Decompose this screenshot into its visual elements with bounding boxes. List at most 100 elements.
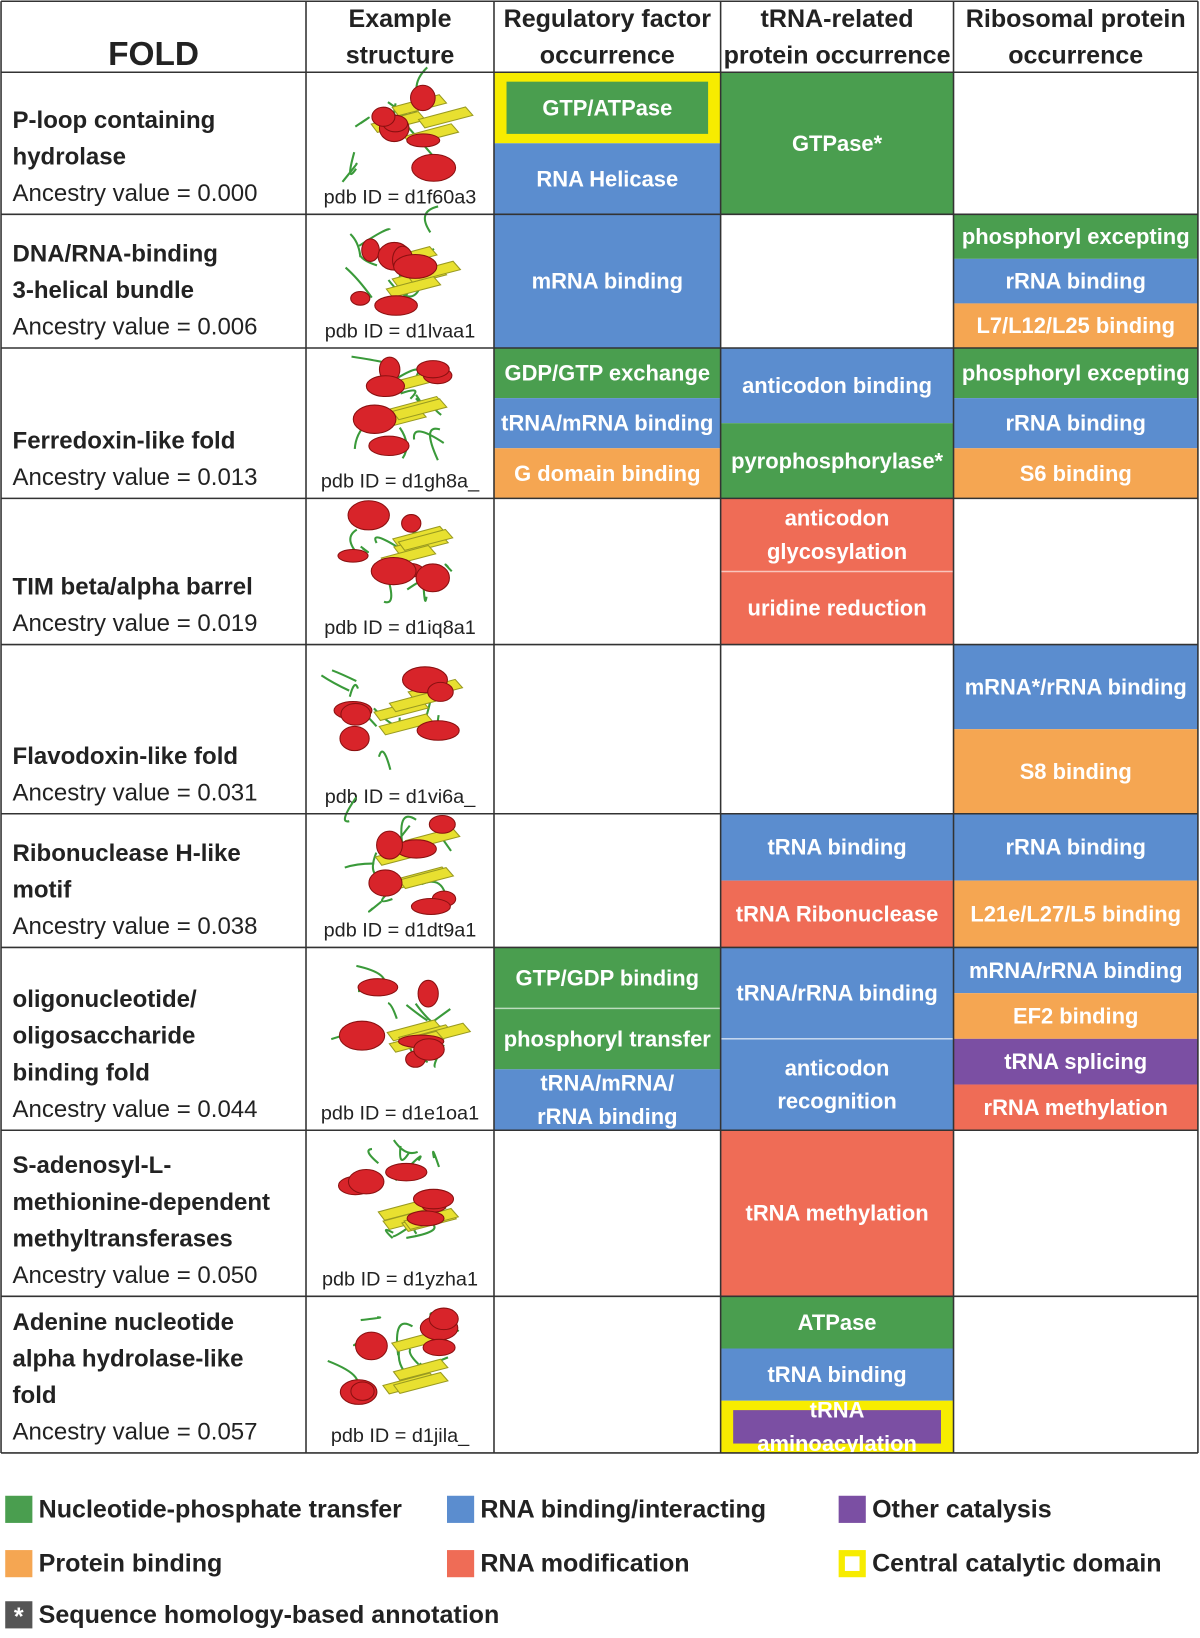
cell-label: rRNA binding <box>1005 269 1145 294</box>
structure-helix <box>357 978 399 997</box>
cell-label: recognition <box>777 1089 896 1114</box>
header-text: Ribosomal protein <box>966 5 1186 33</box>
cell-block <box>953 880 1198 948</box>
ancestry-value: Ancestry value = 0.038 <box>13 913 258 940</box>
structure-helix <box>428 814 456 834</box>
structure-coil <box>377 750 392 771</box>
cell-label: rRNA methylation <box>984 1095 1168 1120</box>
structure-helix <box>350 290 371 306</box>
cell-block <box>953 1084 1198 1131</box>
structure-helix <box>406 133 441 148</box>
cell-label: phosphoryl excepting <box>962 361 1190 386</box>
structure-coil <box>367 1147 380 1165</box>
header-text: tRNA-related <box>761 5 914 33</box>
cell-block <box>953 1038 1198 1085</box>
legend-label: Sequence homology-based annotation <box>39 1601 500 1629</box>
cell-block <box>720 880 954 948</box>
asterisk-symbol: * <box>14 1603 24 1631</box>
cell-label: GTP/ATPase <box>542 95 672 120</box>
structure-helix <box>337 548 369 563</box>
structure-sheet <box>397 528 454 551</box>
cell-block <box>733 1410 941 1444</box>
pdb-id: pdb ID = d1jila_ <box>331 1425 470 1447</box>
pdb-id: pdb ID = d1yzha1 <box>322 1269 478 1291</box>
structure-helix <box>361 238 380 262</box>
legend-label: Nucleotide-phosphate transfer <box>39 1495 402 1523</box>
header-text: occurrence <box>540 42 675 70</box>
structure-helix <box>376 830 403 860</box>
cell-label: tRNA/mRNA/ <box>540 1071 674 1096</box>
cell-label: phosphoryl transfer <box>504 1026 712 1051</box>
structure-helix <box>365 375 406 398</box>
ancestry-value: Ancestry value = 0.006 <box>13 314 258 341</box>
cell-label: EF2 binding <box>1013 1003 1138 1028</box>
structure-helix <box>338 1020 386 1051</box>
cell-label: tRNA methylation <box>746 1201 929 1226</box>
structure-helix <box>401 514 422 533</box>
structure-helix <box>385 1162 428 1182</box>
cell-block <box>953 813 1198 881</box>
structure-sheet <box>391 398 448 421</box>
structure-helix <box>422 1338 456 1357</box>
structure-sheet <box>392 1358 449 1381</box>
cell-block <box>720 1296 954 1349</box>
cell-block <box>493 448 721 499</box>
pdb-id: pdb ID = d1dt9a1 <box>324 920 477 942</box>
header-text: FOLD <box>108 36 199 73</box>
cell-block <box>953 644 1198 730</box>
cell-label: GTPase* <box>792 131 883 156</box>
structure-coil <box>349 233 362 258</box>
structure-helix <box>371 106 396 127</box>
cell-label: GTP/GDP binding <box>516 965 700 990</box>
cell-label: G domain binding <box>514 461 700 486</box>
fold-name: Ribonuclease H-like <box>13 840 241 867</box>
cell-label: anticodon <box>785 1055 890 1080</box>
cell-block <box>953 729 1198 814</box>
fold-name: Ferredoxin-like fold <box>13 427 236 454</box>
cell-label: rRNA binding <box>1005 411 1145 436</box>
cell-block <box>720 347 954 424</box>
pdb-id: pdb ID = d1gh8a_ <box>321 471 480 493</box>
legend-swatch <box>5 1550 33 1578</box>
fold-name: DNA/RNA-binding <box>13 240 218 267</box>
structure-coil <box>343 796 358 823</box>
cell-block <box>953 448 1198 499</box>
pdb-id: pdb ID = d1iq8a1 <box>324 617 476 639</box>
legend-label: Central catalytic domain <box>872 1550 1162 1578</box>
pdb-id: pdb ID = d1f60a3 <box>324 187 477 209</box>
cell-label: uridine reduction <box>748 596 927 621</box>
structure-coil <box>387 1002 398 1020</box>
structure-coil <box>359 252 378 267</box>
cell-label: RNA Helicase <box>536 166 678 191</box>
cell-label: anticodon <box>785 506 890 531</box>
cell-block <box>953 347 1198 399</box>
fold-name: motif <box>13 877 73 904</box>
cell-label: mRNA*/rRNA binding <box>965 674 1187 699</box>
structure-coil <box>412 430 445 444</box>
structure-coil <box>349 151 357 175</box>
cell-label: rRNA binding <box>537 1104 677 1129</box>
cell-block <box>720 947 954 1039</box>
structure-coil <box>397 368 420 379</box>
cell-block <box>953 303 1198 348</box>
ancestry-value: Ancestry value = 0.057 <box>13 1419 258 1446</box>
structure-coil <box>384 1228 394 1239</box>
header-text: Example <box>348 5 451 33</box>
structure-helix <box>406 1210 445 1227</box>
cell-block <box>953 947 1198 994</box>
legend-swatch <box>446 1550 475 1578</box>
cell-label: tRNA binding <box>767 835 906 860</box>
cell-block <box>720 1130 954 1297</box>
structure-helix <box>368 869 403 897</box>
structure-coil <box>360 545 370 554</box>
structure-coil <box>348 683 359 697</box>
legend-swatch <box>838 1550 866 1578</box>
structure-helix <box>412 1188 455 1210</box>
cell-label: pyrophosphorylase* <box>731 448 943 473</box>
structure-coil <box>367 900 382 913</box>
pdb-id: pdb ID = d1e1oa1 <box>321 1103 479 1125</box>
fold-name: methionine-dependent <box>13 1189 271 1216</box>
cell-label: L21e/L27/L5 binding <box>970 902 1181 927</box>
